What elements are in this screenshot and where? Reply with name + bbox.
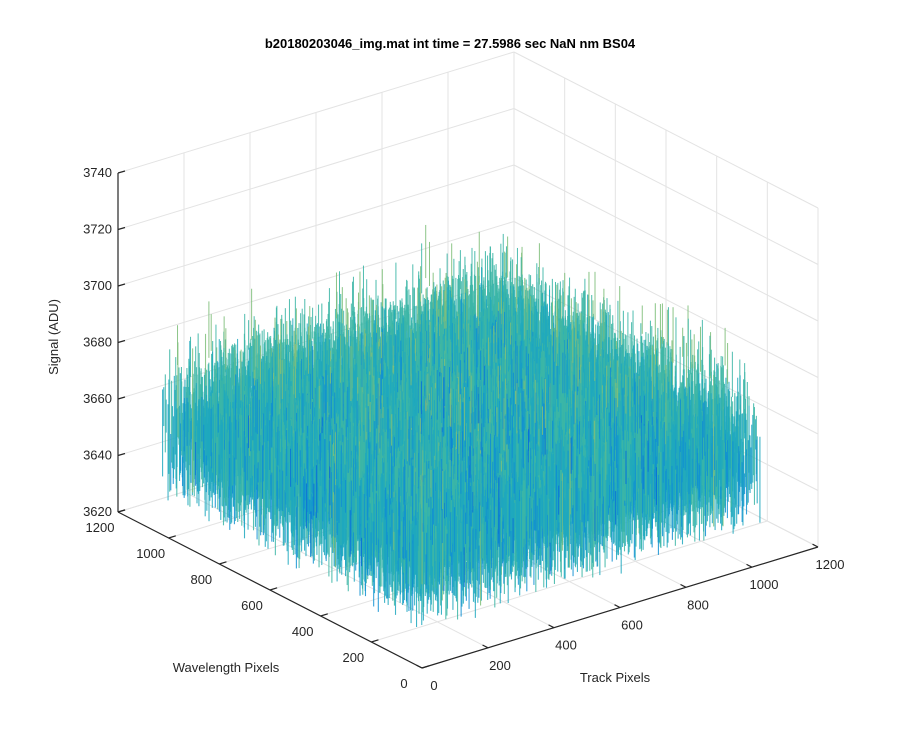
side-wall-z-gridline	[513, 108, 819, 265]
side-wall-z-gridline	[513, 164, 819, 322]
floor-y-gridline	[371, 520, 768, 643]
signal-surface	[162, 224, 761, 628]
side-wall-z-gridline	[513, 221, 819, 378]
back-wall-z-gridline	[117, 221, 515, 343]
side-wall-z-gridline	[513, 51, 819, 209]
back-wall-z-gridline	[117, 164, 515, 287]
back-wall-z-gridline	[117, 51, 515, 174]
back-wall-z-gridline	[117, 108, 515, 230]
chart-title: b20180203046_img.mat int time = 27.5986 …	[265, 36, 636, 51]
